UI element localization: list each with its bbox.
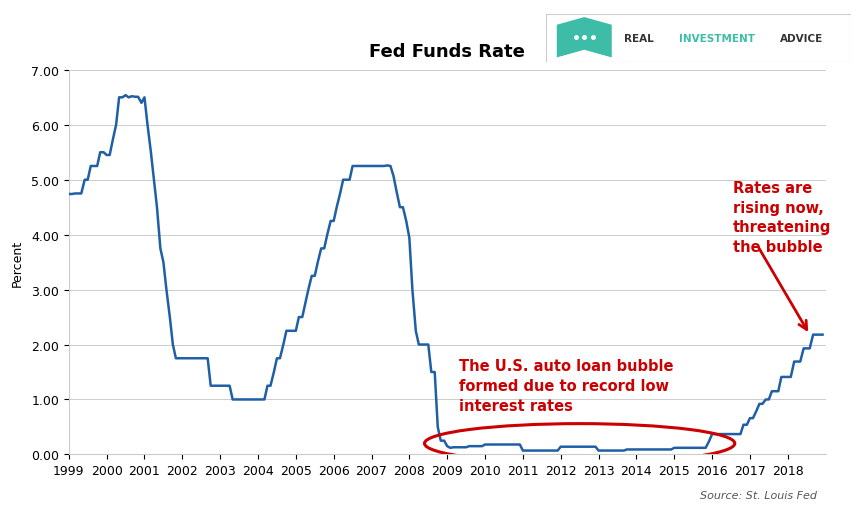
Text: ADVICE: ADVICE [780, 34, 823, 44]
Y-axis label: Percent: Percent [11, 239, 24, 286]
Text: The U.S. auto loan bubble
formed due to record low
interest rates: The U.S. auto loan bubble formed due to … [458, 359, 673, 413]
Text: Source: St. Louis Fed: Source: St. Louis Fed [700, 490, 817, 500]
Text: Rates are
rising now,
threatening
the bubble: Rates are rising now, threatening the bu… [733, 180, 832, 255]
Polygon shape [556, 18, 611, 58]
Text: INVESTMENT: INVESTMENT [679, 34, 755, 44]
Text: REAL: REAL [624, 34, 654, 44]
Title: Fed Funds Rate: Fed Funds Rate [369, 43, 525, 61]
FancyBboxPatch shape [546, 15, 851, 63]
